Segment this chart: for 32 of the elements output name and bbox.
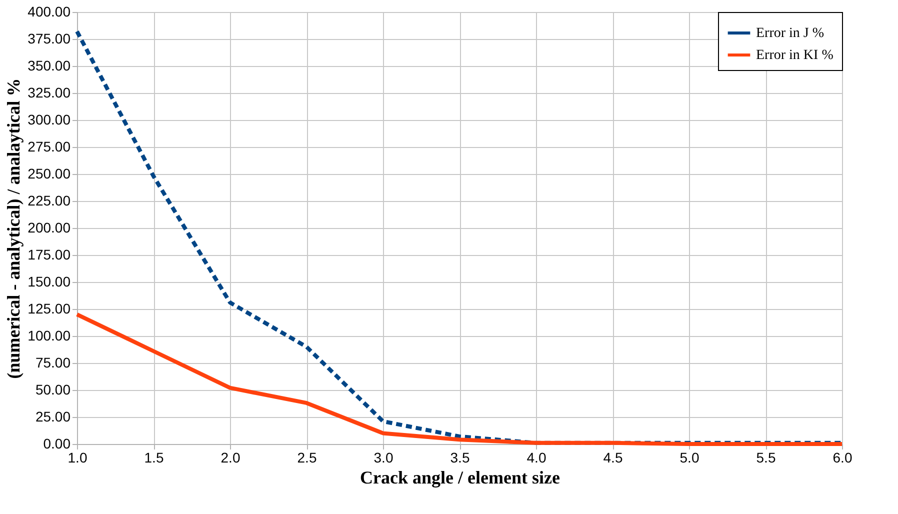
y-axis-title: (numerical - analytical) / analaytical % — [4, 78, 24, 379]
x-tick-label: 2.0 — [220, 450, 240, 466]
y-tick-label: 325.00 — [28, 84, 71, 100]
x-tick-label: 4.0 — [526, 450, 546, 466]
y-tick-label: 200.00 — [28, 220, 71, 236]
x-tick-label: 4.5 — [603, 450, 623, 466]
y-tick-label: 75.00 — [35, 354, 71, 370]
x-tick-label: 5.5 — [756, 450, 776, 466]
y-tick-label: 100.00 — [28, 328, 71, 344]
y-tick-label: 225.00 — [28, 192, 71, 208]
y-tick-label: 125.00 — [28, 300, 71, 316]
y-tick-label: 400.00 — [28, 4, 71, 20]
x-tick-label: 6.0 — [832, 450, 852, 466]
y-tick-label: 300.00 — [28, 112, 71, 128]
y-tick-label: 275.00 — [28, 138, 71, 154]
y-tick-label: 150.00 — [28, 274, 71, 290]
y-tick-label: 375.00 — [28, 30, 71, 46]
x-axis-title: Crack angle / element size — [360, 468, 560, 488]
y-tick-label: 25.00 — [35, 408, 71, 424]
y-tick-label: 50.00 — [35, 382, 71, 398]
y-tick-label: 175.00 — [28, 246, 71, 262]
x-tick-label: 1.5 — [144, 450, 164, 466]
legend-label: Error in KI % — [756, 48, 834, 63]
y-tick-label: 350.00 — [28, 58, 71, 74]
x-tick-label: 2.5 — [297, 450, 317, 466]
y-tick-label: 0.00 — [43, 436, 71, 452]
x-tick-label: 5.0 — [680, 450, 700, 466]
y-tick-label: 250.00 — [28, 166, 71, 182]
x-tick-label: 3.0 — [374, 450, 394, 466]
legend-label: Error in J % — [756, 26, 824, 41]
x-tick-label: 3.5 — [450, 450, 470, 466]
x-tick-label: 1.0 — [68, 450, 88, 466]
